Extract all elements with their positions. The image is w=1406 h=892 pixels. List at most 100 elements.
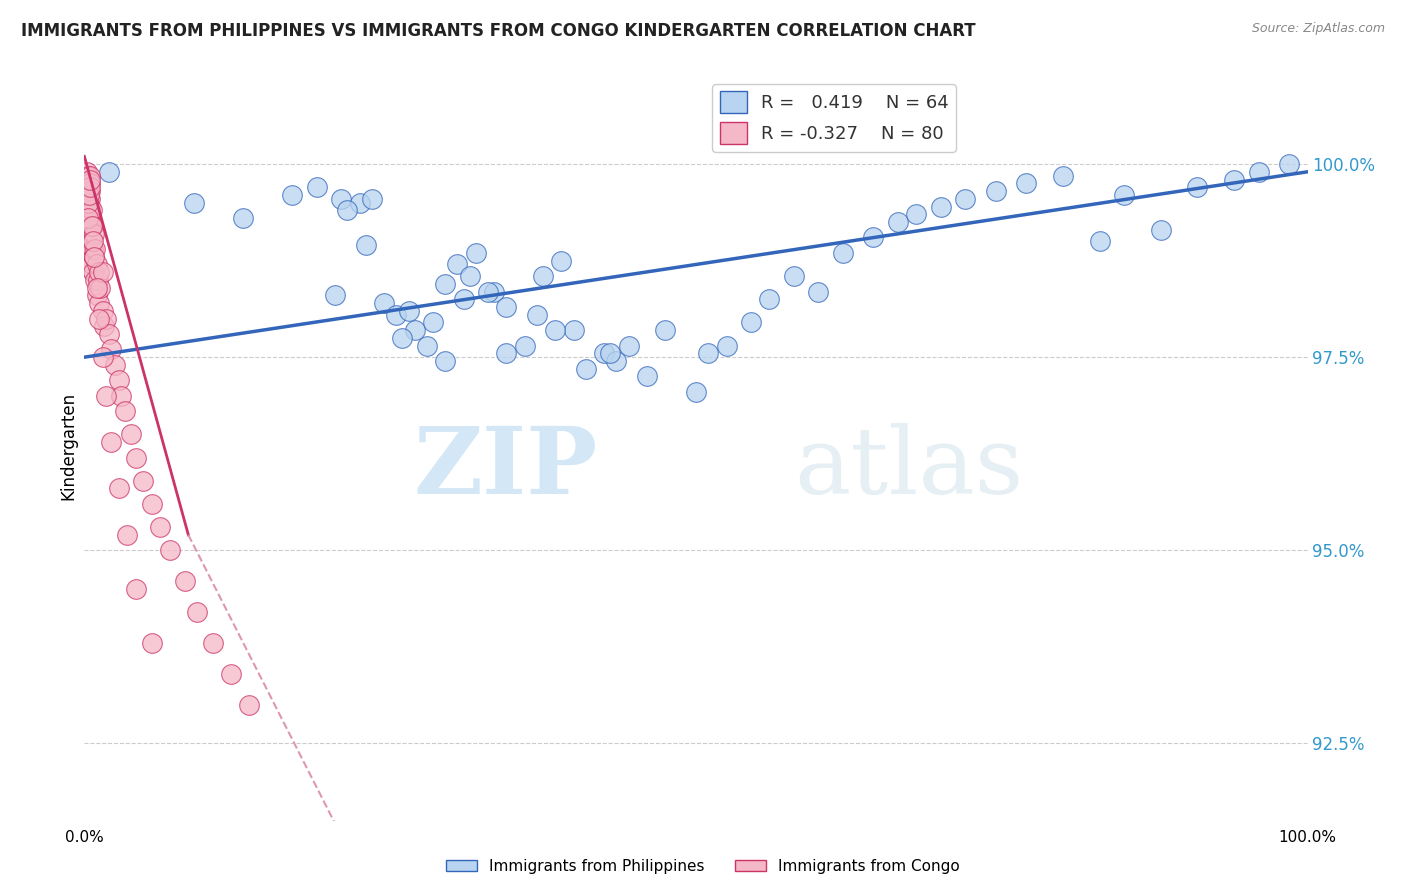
Point: [422, 315, 444, 329]
Text: Source: ZipAtlas.com: Source: ZipAtlas.com: [1251, 22, 1385, 36]
Point: [887, 215, 910, 229]
Point: [281, 188, 304, 202]
Y-axis label: Kindergarten: Kindergarten: [59, 392, 77, 500]
Point: [89, 280, 111, 294]
Point: [495, 300, 517, 314]
Point: [984, 184, 1007, 198]
Point: [132, 474, 155, 488]
Point: [458, 268, 481, 283]
Point: [740, 315, 762, 329]
Point: [464, 246, 486, 260]
Point: [831, 246, 853, 260]
Point: [562, 323, 585, 337]
Legend: R =   0.419    N = 64, R = -0.327    N = 80: R = 0.419 N = 64, R = -0.327 N = 80: [713, 84, 956, 152]
Point: [91, 303, 114, 318]
Point: [1247, 165, 1270, 179]
Point: [183, 195, 205, 210]
Point: [77, 177, 100, 191]
Point: [82, 242, 104, 256]
Point: [617, 338, 640, 352]
Point: [953, 192, 976, 206]
Point: [141, 636, 163, 650]
Point: [77, 184, 100, 198]
Point: [186, 605, 208, 619]
Point: [862, 230, 884, 244]
Point: [783, 268, 806, 283]
Point: [93, 319, 115, 334]
Point: [636, 369, 658, 384]
Point: [416, 338, 439, 352]
Point: [82, 265, 104, 279]
Point: [79, 172, 101, 186]
Point: [219, 666, 242, 681]
Point: [1052, 169, 1074, 183]
Point: [330, 192, 353, 206]
Point: [550, 253, 572, 268]
Point: [91, 350, 114, 364]
Point: [758, 292, 780, 306]
Point: [1223, 172, 1246, 186]
Point: [201, 636, 224, 650]
Point: [526, 308, 548, 322]
Point: [77, 180, 100, 194]
Point: [77, 211, 100, 226]
Point: [87, 311, 110, 326]
Point: [79, 253, 101, 268]
Point: [716, 338, 738, 352]
Point: [77, 227, 100, 241]
Point: [96, 389, 118, 403]
Point: [79, 261, 101, 276]
Point: [391, 331, 413, 345]
Point: [373, 296, 395, 310]
Point: [80, 257, 103, 271]
Point: [77, 219, 100, 233]
Point: [323, 288, 346, 302]
Point: [398, 303, 420, 318]
Point: [495, 346, 517, 360]
Point: [159, 543, 181, 558]
Point: [79, 192, 101, 206]
Point: [100, 435, 122, 450]
Point: [434, 354, 457, 368]
Point: [544, 323, 567, 337]
Point: [86, 288, 108, 302]
Point: [349, 195, 371, 210]
Point: [593, 346, 616, 360]
Point: [84, 242, 107, 256]
Text: IMMIGRANTS FROM PHILIPPINES VS IMMIGRANTS FROM CONGO KINDERGARTEN CORRELATION CH: IMMIGRANTS FROM PHILIPPINES VS IMMIGRANT…: [21, 22, 976, 40]
Point: [1088, 235, 1111, 249]
Point: [336, 203, 359, 218]
Point: [115, 528, 138, 542]
Point: [84, 273, 107, 287]
Point: [79, 238, 101, 252]
Point: [905, 207, 928, 221]
Point: [305, 180, 328, 194]
Point: [107, 482, 129, 496]
Point: [104, 358, 127, 372]
Point: [685, 384, 707, 399]
Point: [77, 203, 100, 218]
Point: [1278, 157, 1301, 171]
Point: [1114, 188, 1136, 202]
Point: [83, 250, 105, 264]
Point: [77, 211, 100, 226]
Point: [110, 389, 132, 403]
Point: [107, 373, 129, 387]
Point: [513, 338, 536, 352]
Point: [1015, 177, 1038, 191]
Point: [1187, 180, 1209, 194]
Legend: Immigrants from Philippines, Immigrants from Congo: Immigrants from Philippines, Immigrants …: [440, 853, 966, 880]
Point: [807, 285, 830, 299]
Point: [482, 285, 505, 299]
Point: [80, 219, 103, 233]
Point: [91, 265, 114, 279]
Point: [79, 177, 101, 191]
Point: [599, 346, 621, 360]
Point: [79, 230, 101, 244]
Point: [87, 265, 110, 279]
Point: [79, 223, 101, 237]
Point: [97, 326, 120, 341]
Point: [77, 195, 100, 210]
Point: [149, 520, 172, 534]
Point: [77, 188, 100, 202]
